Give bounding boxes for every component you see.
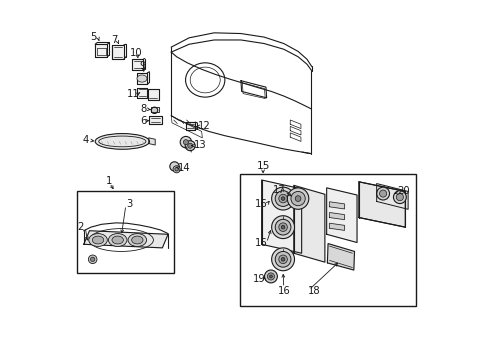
Text: 10: 10 xyxy=(129,48,142,58)
Polygon shape xyxy=(261,180,301,253)
Text: 19: 19 xyxy=(253,274,265,284)
Text: 16: 16 xyxy=(277,287,289,296)
Text: 17: 17 xyxy=(272,185,285,195)
Ellipse shape xyxy=(275,191,290,206)
Ellipse shape xyxy=(275,251,290,267)
Polygon shape xyxy=(326,244,354,270)
Text: 15: 15 xyxy=(256,161,269,171)
Polygon shape xyxy=(329,202,344,209)
Ellipse shape xyxy=(281,225,285,229)
Polygon shape xyxy=(83,231,168,248)
Ellipse shape xyxy=(185,141,195,151)
Text: 9: 9 xyxy=(139,61,145,71)
Text: 16: 16 xyxy=(255,199,267,209)
Text: 20: 20 xyxy=(396,186,408,197)
Ellipse shape xyxy=(173,166,180,173)
Ellipse shape xyxy=(271,187,294,210)
Polygon shape xyxy=(376,184,407,209)
Ellipse shape xyxy=(169,162,179,171)
Ellipse shape xyxy=(95,134,149,149)
Polygon shape xyxy=(136,73,147,84)
Ellipse shape xyxy=(395,194,403,201)
Ellipse shape xyxy=(393,191,406,203)
Ellipse shape xyxy=(376,187,389,200)
Polygon shape xyxy=(293,185,324,262)
Text: 2: 2 xyxy=(77,222,83,232)
Ellipse shape xyxy=(287,188,308,209)
Ellipse shape xyxy=(271,216,294,239)
Polygon shape xyxy=(358,182,405,227)
Polygon shape xyxy=(329,223,344,230)
Ellipse shape xyxy=(88,255,97,264)
Ellipse shape xyxy=(92,236,103,244)
Text: 6: 6 xyxy=(140,116,147,126)
Ellipse shape xyxy=(108,234,127,247)
Polygon shape xyxy=(112,45,123,59)
Ellipse shape xyxy=(112,236,123,244)
Ellipse shape xyxy=(128,234,146,247)
Ellipse shape xyxy=(278,255,287,264)
Text: 3: 3 xyxy=(126,199,132,209)
Polygon shape xyxy=(185,122,195,130)
Polygon shape xyxy=(326,188,356,243)
Text: 4: 4 xyxy=(82,135,88,145)
Polygon shape xyxy=(148,89,159,100)
Ellipse shape xyxy=(264,270,277,283)
Ellipse shape xyxy=(281,257,285,261)
Polygon shape xyxy=(95,44,107,57)
Ellipse shape xyxy=(90,257,95,261)
Polygon shape xyxy=(151,107,159,112)
Ellipse shape xyxy=(183,140,188,145)
Bar xyxy=(77,192,173,273)
Ellipse shape xyxy=(180,136,191,148)
Ellipse shape xyxy=(271,248,294,271)
Ellipse shape xyxy=(295,196,300,202)
Ellipse shape xyxy=(379,190,386,197)
Ellipse shape xyxy=(267,273,274,280)
Text: 13: 13 xyxy=(193,140,206,150)
Ellipse shape xyxy=(187,143,192,148)
Ellipse shape xyxy=(175,167,178,171)
Ellipse shape xyxy=(281,197,285,201)
Text: 18: 18 xyxy=(307,287,320,296)
Text: 5: 5 xyxy=(90,32,96,42)
Bar xyxy=(240,174,415,306)
Text: 12: 12 xyxy=(198,121,210,131)
Text: 14: 14 xyxy=(178,163,190,173)
Ellipse shape xyxy=(131,236,143,244)
Text: 1: 1 xyxy=(106,176,112,186)
Polygon shape xyxy=(149,116,162,123)
Ellipse shape xyxy=(88,234,107,247)
Ellipse shape xyxy=(278,223,287,231)
Ellipse shape xyxy=(137,75,147,82)
Text: 7: 7 xyxy=(111,35,118,45)
Ellipse shape xyxy=(269,275,272,278)
Polygon shape xyxy=(132,59,143,70)
Ellipse shape xyxy=(151,107,157,113)
Text: 8: 8 xyxy=(141,104,146,113)
Text: 16: 16 xyxy=(255,238,267,248)
Polygon shape xyxy=(148,138,155,145)
Ellipse shape xyxy=(275,219,290,235)
Ellipse shape xyxy=(278,194,287,203)
Polygon shape xyxy=(329,212,344,220)
Ellipse shape xyxy=(290,192,305,206)
Polygon shape xyxy=(137,88,147,98)
Text: 11: 11 xyxy=(126,89,139,99)
